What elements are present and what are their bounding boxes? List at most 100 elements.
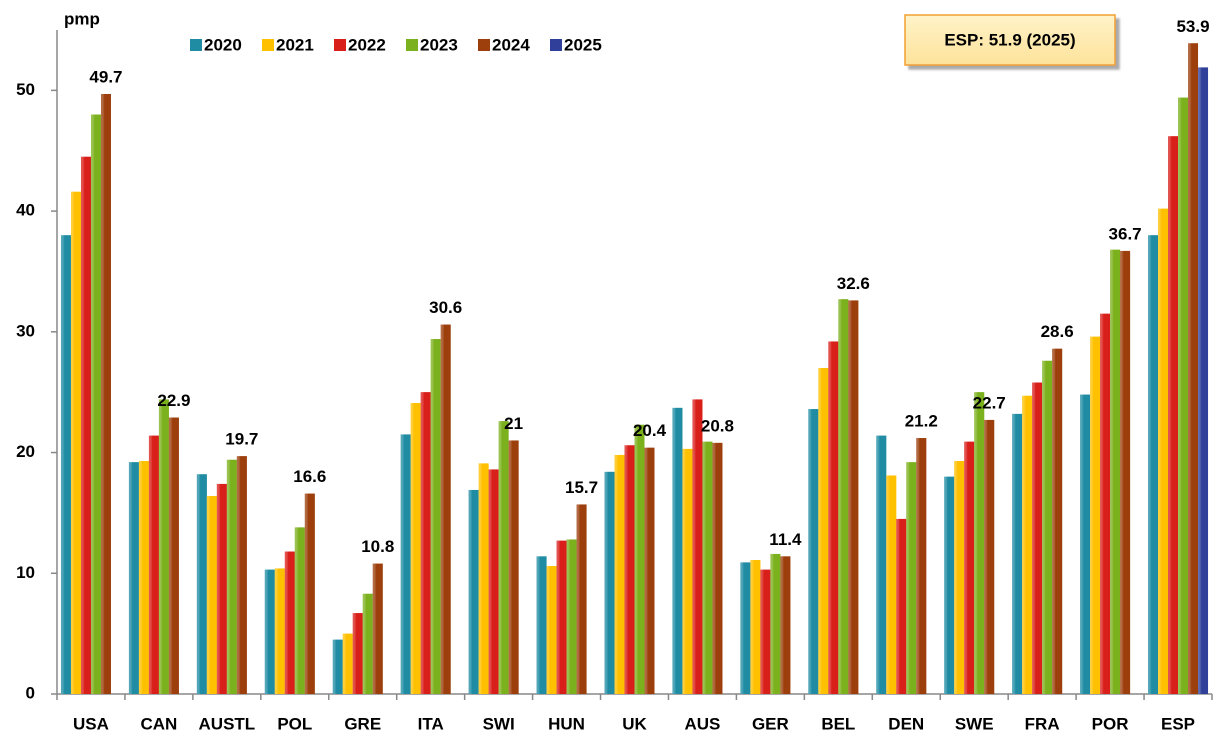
bar-shine	[440, 324, 451, 694]
bar-shine	[60, 235, 71, 694]
legend-swatch	[334, 39, 346, 51]
bar-shine	[206, 496, 217, 694]
legend-label: 2020	[204, 35, 242, 54]
bar-shine	[478, 463, 489, 694]
bar-shine	[1198, 67, 1209, 694]
x-tick-label: USA	[73, 714, 109, 733]
y-tick-label: 20	[16, 442, 35, 461]
legend-swatch	[478, 39, 490, 51]
bar-shine	[1188, 43, 1199, 694]
bar-shine	[1158, 208, 1169, 694]
bar-shine	[410, 403, 421, 694]
bar-shine	[294, 527, 305, 694]
bar-shine	[284, 551, 295, 694]
bar-shine	[372, 563, 383, 694]
bar-shine	[828, 341, 839, 694]
data-label: 16.6	[293, 467, 326, 486]
y-tick-label: 50	[16, 80, 35, 99]
bar-shine	[818, 368, 829, 694]
y-tick-label: 30	[16, 321, 35, 340]
bar-shine	[682, 448, 693, 694]
data-label: 19.7	[225, 430, 258, 449]
bar-shine	[90, 114, 101, 694]
bar-shine	[964, 441, 975, 694]
x-tick-label: CAN	[140, 714, 177, 733]
bar-shine	[352, 613, 363, 694]
bar-shine	[1110, 249, 1121, 694]
bar-shine	[848, 300, 859, 694]
annotation-box	[904, 14, 1116, 66]
x-tick-label: FRA	[1025, 714, 1060, 733]
bar-shine	[488, 469, 499, 694]
bar-shine	[944, 476, 955, 694]
bar-shine	[1080, 394, 1091, 694]
bar-shine	[420, 392, 431, 694]
bar-shine	[760, 569, 771, 694]
y-tick-label: 0	[26, 683, 35, 702]
data-label: 49.7	[89, 67, 122, 86]
bar-shine	[236, 456, 247, 694]
bar-shine	[332, 639, 343, 694]
bar-shine	[1148, 235, 1159, 694]
data-label: 28.6	[1041, 322, 1074, 341]
data-label: 20.8	[701, 416, 734, 435]
bar-shine	[1100, 313, 1111, 694]
bar-shine	[876, 435, 887, 694]
legend-swatch	[262, 39, 274, 51]
data-label: 21	[504, 414, 523, 433]
legend-label: 2021	[276, 35, 314, 54]
bar-shine	[906, 462, 917, 694]
bar-shine	[226, 459, 237, 694]
y-tick-label: 40	[16, 201, 35, 220]
bar-shine	[70, 191, 81, 695]
x-tick-label: AUS	[684, 714, 720, 733]
bar-shine	[886, 475, 897, 694]
bar-shine	[702, 441, 713, 694]
bar-shine	[566, 539, 577, 694]
bar-shine	[634, 424, 645, 694]
bar-shine	[604, 471, 615, 694]
x-tick-label: HUN	[548, 714, 585, 733]
x-tick-label: SWI	[483, 714, 515, 733]
bar-shine	[740, 562, 751, 694]
bar-shine	[614, 454, 625, 694]
data-label: 32.6	[837, 274, 870, 293]
y-axis-label: pmp	[64, 9, 100, 28]
x-tick-label: POR	[1092, 714, 1129, 733]
bar-shine	[536, 556, 547, 694]
bar-shine	[624, 445, 635, 694]
legend-label: 2025	[564, 35, 602, 54]
bar-shine	[400, 434, 411, 694]
x-tick-label: GRE	[344, 714, 381, 733]
legend-label: 2024	[492, 35, 530, 54]
bar-shine	[362, 593, 373, 694]
bar-shine	[916, 438, 927, 694]
bar-shine	[808, 409, 819, 694]
legend-label: 2022	[348, 35, 386, 54]
data-label: 21.2	[905, 412, 938, 431]
data-label: 53.9	[1176, 17, 1209, 36]
bar-shine	[954, 460, 965, 694]
bar-shine	[1090, 336, 1101, 694]
bar-shine	[196, 474, 207, 694]
legend-swatch	[406, 39, 418, 51]
bar-shine	[138, 460, 149, 694]
y-tick-label: 10	[16, 563, 35, 582]
bar-shine	[1012, 413, 1023, 694]
bar-shine	[100, 93, 111, 694]
data-label: 22.7	[973, 393, 1006, 412]
data-label: 20.4	[633, 421, 667, 440]
bar-shine	[838, 299, 849, 694]
data-label: 10.8	[361, 537, 394, 556]
x-tick-label: GER	[752, 714, 789, 733]
bar-shine	[216, 483, 227, 694]
bar-shine	[274, 568, 285, 694]
x-tick-label: SWE	[955, 714, 994, 733]
bar-shine	[508, 440, 519, 694]
data-label: 15.7	[565, 478, 598, 497]
bar-shine	[1022, 395, 1033, 694]
x-tick-label: POL	[277, 714, 312, 733]
bar-shine	[692, 399, 703, 694]
bar-shine	[712, 442, 723, 694]
x-tick-label: ITA	[418, 714, 444, 733]
